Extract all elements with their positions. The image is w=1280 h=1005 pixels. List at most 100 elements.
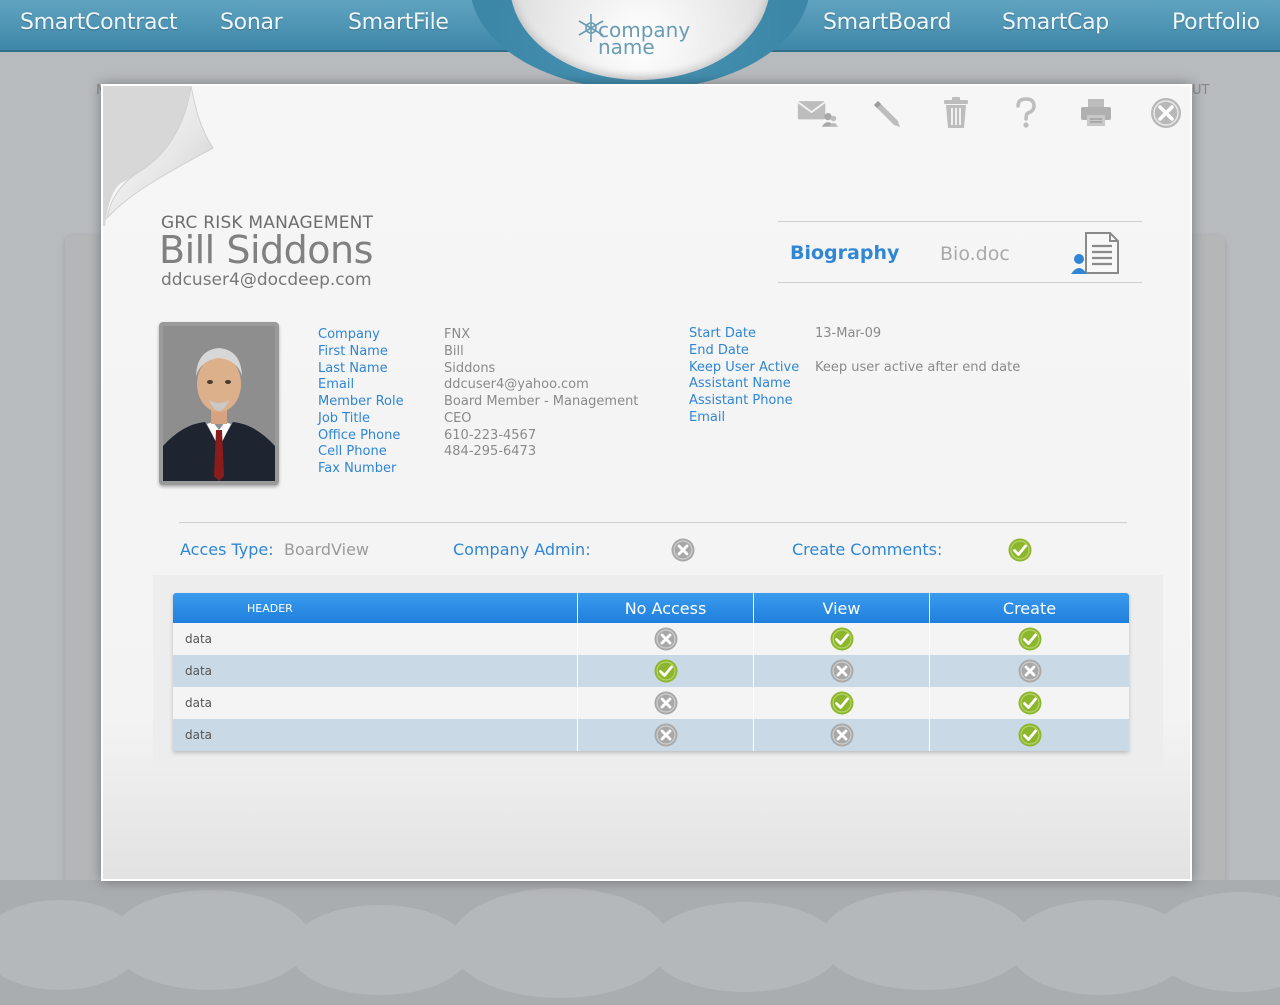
cross-icon[interactable] (830, 659, 854, 683)
biography-bar: Biography Bio.doc (778, 221, 1142, 283)
trash-icon[interactable] (935, 94, 977, 132)
company-logo[interactable]: company name (598, 18, 691, 59)
value-company: FNX (444, 327, 471, 342)
table-body: data data data data (173, 623, 1129, 751)
cross-icon[interactable] (654, 723, 678, 747)
page-curl-decoration (103, 86, 214, 226)
value-keep-user-active: Keep user active after end date (815, 360, 1021, 375)
check-icon[interactable] (1018, 627, 1042, 651)
user-profile-dialog: GRC RISK MANAGEMENT Bill Siddons ddcuser… (101, 84, 1192, 881)
table-cell-view (753, 655, 929, 687)
user-full-name: Bill Siddons (159, 228, 373, 272)
label-end-date: End Date (689, 343, 749, 358)
cross-icon[interactable] (654, 627, 678, 651)
check-icon[interactable] (654, 659, 678, 683)
check-icon[interactable] (830, 627, 854, 651)
table-row-label: data (185, 664, 213, 678)
portrait-image (163, 326, 275, 481)
company-heading: GRC RISK MANAGEMENT (161, 213, 374, 233)
check-icon[interactable] (830, 691, 854, 715)
logo-text-company: company (598, 18, 691, 42)
label-assistant-name: Assistant Name (689, 376, 791, 391)
table-row: data (173, 719, 1129, 751)
user-document-icon[interactable] (1070, 231, 1122, 275)
cross-icon[interactable] (654, 691, 678, 715)
permissions-table: HEADER No Access View Create data data dat… (173, 593, 1129, 751)
value-start-date: 13-Mar-09 (815, 326, 882, 341)
label-assistant-email: Email (689, 410, 726, 425)
table-row-label: data (185, 696, 213, 710)
table-header-view: View (753, 593, 929, 623)
label-office-phone: Office Phone (318, 428, 401, 443)
table-cell-no-access (577, 687, 753, 719)
nav-link-portfolio[interactable]: Portfolio (1172, 10, 1260, 35)
table-row-label: data (185, 632, 213, 646)
create-comments-label: Create Comments: (792, 540, 943, 559)
table-header-no-access: No Access (577, 593, 753, 623)
table-cell-create (929, 655, 1129, 687)
biography-file-link[interactable]: Bio.doc (940, 243, 1010, 265)
nav-link-smartfile[interactable]: SmartFile (348, 10, 449, 35)
value-cell-phone: 484-295-6473 (444, 444, 537, 459)
label-company: Company (318, 327, 380, 342)
table-row: data (173, 623, 1129, 655)
value-job-title: CEO (444, 411, 472, 426)
snowflake-logo-icon (578, 14, 604, 42)
table-cell-create (929, 623, 1129, 655)
nav-link-smartboard[interactable]: SmartBoard (823, 10, 952, 35)
value-first-name: Bill (444, 344, 464, 359)
table-cell-view (753, 623, 929, 655)
email-group-icon[interactable] (797, 94, 839, 132)
company-admin-label: Company Admin: (453, 540, 591, 559)
label-job-title: Job Title (318, 411, 371, 426)
table-cell-no-access (577, 623, 753, 655)
table-header-label: HEADER (247, 601, 293, 615)
table-cell-view (753, 687, 929, 719)
value-member-role: Board Member - Management (444, 394, 639, 409)
create-comments-status-icon[interactable] (1008, 538, 1032, 562)
value-last-name: Siddons (444, 361, 496, 376)
label-assistant-phone: Assistant Phone (689, 393, 793, 408)
cross-icon[interactable] (830, 723, 854, 747)
table-cell-create (929, 719, 1129, 751)
user-photo (159, 322, 279, 485)
check-icon[interactable] (1018, 691, 1042, 715)
company-admin-status-icon[interactable] (671, 538, 695, 562)
printer-icon[interactable] (1075, 94, 1117, 132)
access-type-label: Acces Type: (180, 540, 274, 559)
logo-text-name: name (598, 35, 655, 59)
label-last-name: Last Name (318, 361, 388, 376)
label-first-name: First Name (318, 344, 388, 359)
label-member-role: Member Role (318, 394, 404, 409)
table-row: data (173, 687, 1129, 719)
table-header-create: Create (929, 593, 1129, 623)
background-hint-right: UT (1192, 83, 1210, 98)
table-header-row: HEADER No Access View Create (173, 593, 1129, 623)
help-icon[interactable] (1005, 94, 1047, 132)
table-row: data (173, 655, 1129, 687)
label-start-date: Start Date (689, 326, 756, 341)
table-cell-no-access (577, 719, 753, 751)
cloud-footer (0, 880, 1280, 1005)
label-cell-phone: Cell Phone (318, 444, 387, 459)
biography-label: Biography (790, 242, 900, 264)
user-email: ddcuser4@docdeep.com (161, 270, 372, 290)
access-settings-bar: Acces Type: BoardView Company Admin: Cre… (179, 522, 1127, 576)
label-email: Email (318, 377, 355, 392)
value-email: ddcuser4@yahoo.com (444, 377, 589, 392)
check-icon[interactable] (1018, 723, 1042, 747)
access-type-value: BoardView (284, 540, 369, 559)
table-cell-create (929, 687, 1129, 719)
cross-icon[interactable] (1018, 659, 1042, 683)
pencil-icon[interactable] (867, 94, 909, 132)
table-cell-no-access (577, 655, 753, 687)
label-keep-user-active: Keep User Active (689, 360, 800, 375)
value-office-phone: 610-223-4567 (444, 428, 537, 443)
nav-link-sonar[interactable]: Sonar (220, 10, 283, 35)
table-cell-view (753, 719, 929, 751)
table-row-label: data (185, 728, 213, 742)
nav-link-smartcontract[interactable]: SmartContract (20, 10, 178, 35)
label-fax-number: Fax Number (318, 461, 397, 476)
nav-link-smartcap[interactable]: SmartCap (1002, 10, 1109, 35)
close-icon[interactable] (1145, 94, 1187, 132)
